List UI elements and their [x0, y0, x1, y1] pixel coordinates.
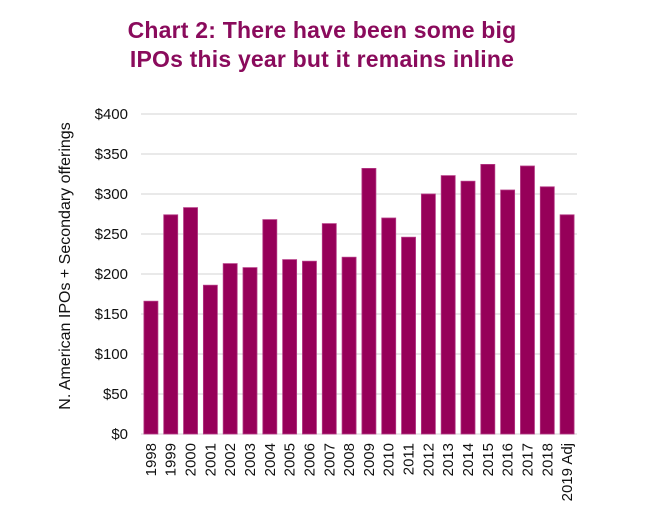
bar-2010 [381, 217, 397, 435]
x-tick-label: 2018 [539, 443, 556, 476]
bar-2018 [539, 186, 555, 435]
bar-2003 [242, 267, 258, 435]
x-tick-label: 2009 [361, 443, 378, 476]
bars [143, 163, 575, 435]
bar-2011 [401, 236, 416, 435]
bar-2002 [222, 263, 238, 435]
bar-2017 [520, 165, 535, 435]
x-tick-label: 2000 [183, 443, 200, 476]
bar-2016 [500, 189, 516, 435]
x-tick-label: 2019 Adj [559, 443, 576, 501]
x-tick-label: 2013 [440, 443, 457, 476]
bar-2015 [480, 163, 496, 435]
x-tick-label: 2006 [301, 443, 318, 476]
bar-1998 [143, 300, 159, 435]
y-tick-label: $400 [95, 106, 128, 123]
y-axis-label: N. American IPOs + Secondary offerings [57, 122, 74, 409]
y-tick-label: $100 [95, 346, 128, 363]
bar-2019-adj [559, 214, 575, 435]
x-tick-label: 2012 [420, 443, 437, 476]
x-tick-label: 2014 [460, 443, 477, 476]
x-tick-label: 2004 [262, 443, 279, 476]
bar-2004 [262, 219, 278, 435]
y-tick-label: $250 [95, 226, 128, 243]
bar-2006 [302, 260, 317, 435]
bar-2007 [321, 223, 337, 435]
x-tick-label: 2015 [480, 443, 497, 476]
y-tick-label: $150 [95, 306, 128, 323]
bar-2009 [361, 167, 377, 435]
x-tick-label: 2001 [202, 443, 219, 476]
x-tick-label: 1999 [163, 443, 180, 476]
y-tick-label: $200 [95, 266, 128, 283]
x-tick-label: 2016 [500, 443, 517, 476]
chart-title-line-2: IPOs this year but it remains inline [129, 46, 515, 72]
bar-1999 [163, 214, 179, 435]
chart-title-line-1: Chart 2: There have been some big [127, 17, 517, 43]
y-tick-label: $0 [111, 426, 128, 443]
x-tick-label: 2007 [321, 443, 338, 476]
chart-title: Chart 2: There have been some big IPOs t… [0, 16, 664, 74]
bar-2001 [202, 284, 218, 435]
x-axis-tick-labels: 1998 1999 2000 2001 2002 2003 2004 2005 2006 2007… [143, 443, 576, 501]
x-tick-label: 2003 [242, 443, 259, 476]
y-tick-label: $300 [95, 186, 128, 203]
x-tick-label: 2017 [519, 443, 536, 476]
x-tick-label: 2011 [401, 443, 418, 475]
bar-2012 [420, 193, 436, 435]
bar-2008 [341, 256, 357, 435]
bar-2000 [183, 207, 198, 435]
bar-2014 [460, 180, 476, 435]
x-tick-label: 1998 [143, 443, 160, 476]
bar-2005 [282, 259, 298, 435]
x-tick-label: 2010 [381, 443, 398, 476]
y-axis-tick-labels: $0 $50 $100 $150 $200 $250 $300 $350 $400 [95, 106, 128, 443]
bar-2013 [440, 175, 456, 435]
x-tick-label: 2008 [341, 443, 358, 476]
x-tick-label: 2005 [282, 443, 299, 476]
y-tick-label: $350 [95, 146, 128, 163]
x-tick-label: 2002 [222, 443, 239, 476]
y-tick-label: $50 [103, 386, 128, 403]
